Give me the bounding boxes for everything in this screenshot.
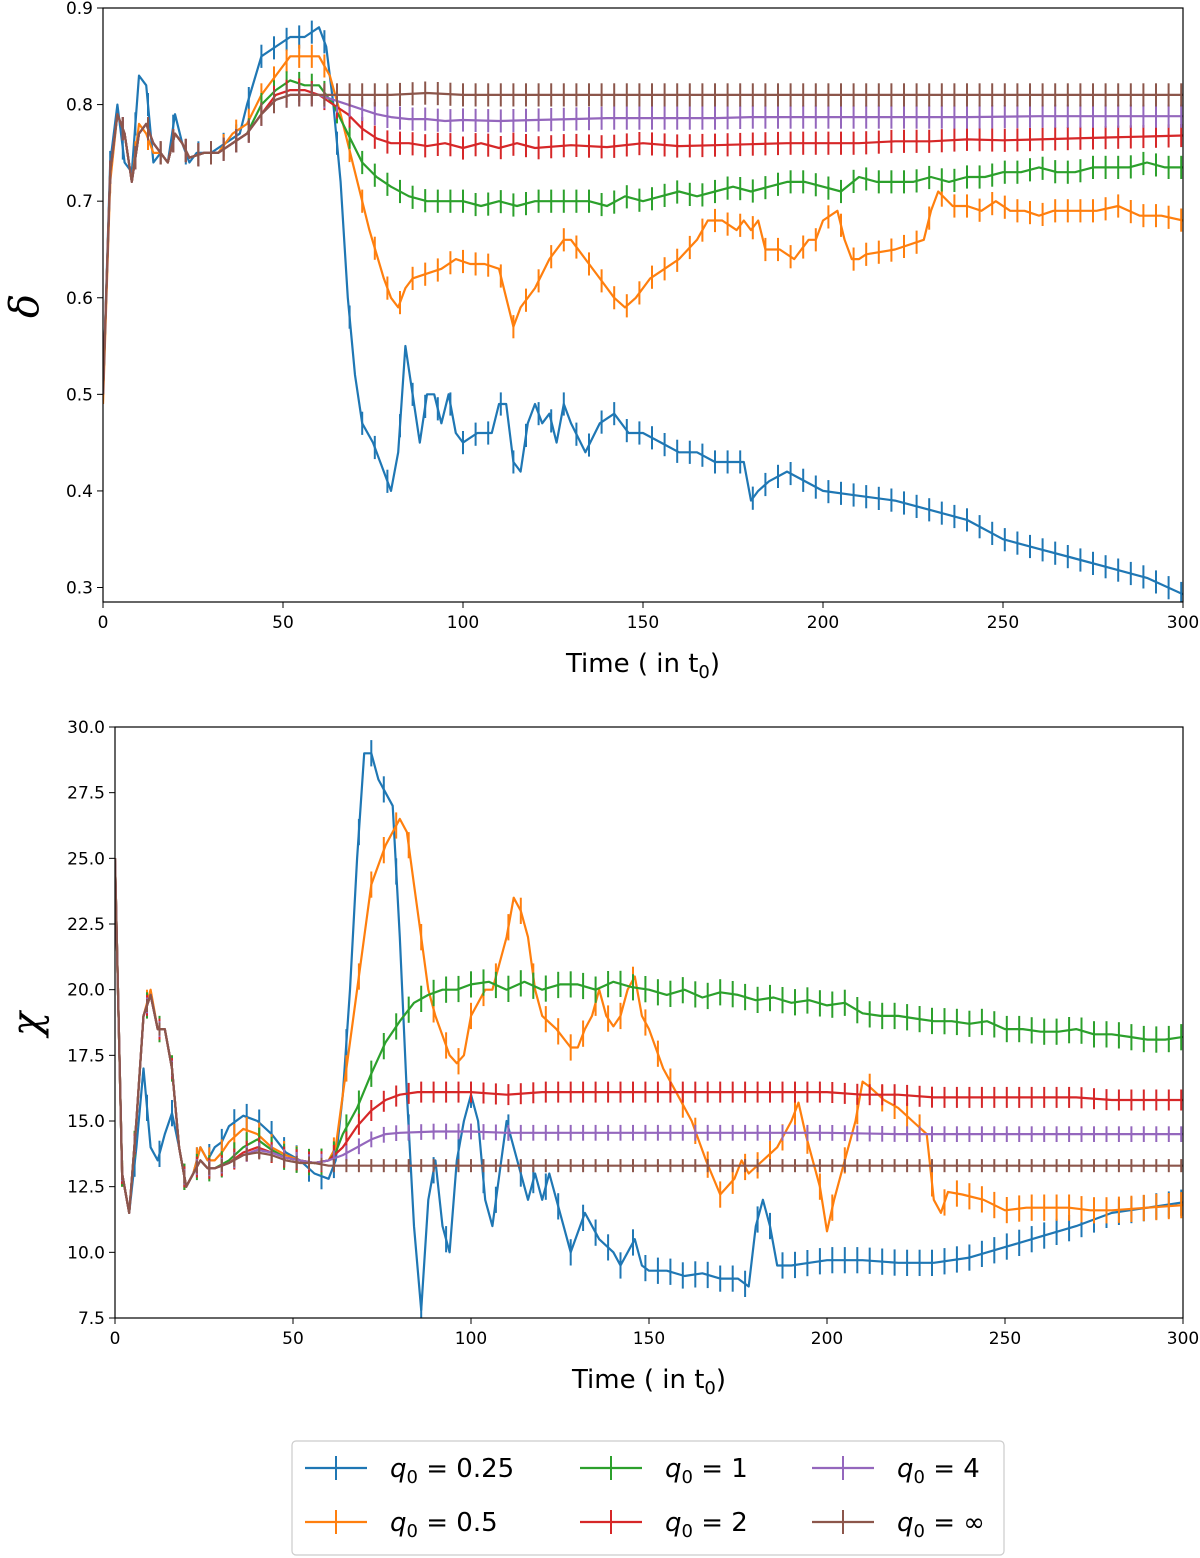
delta-y-tick-label: 0.3 [66, 579, 93, 599]
legend-label: q0 = 2 [665, 1508, 748, 1542]
chi-series-line [115, 858, 1183, 1214]
legend-label: q0 = 4 [897, 1454, 980, 1488]
delta-y-tick-label: 0.5 [66, 385, 93, 405]
chi-y-tick-label: 12.5 [67, 1178, 105, 1198]
delta-series-line [103, 26, 1183, 596]
chi-y-tick-label: 10.0 [67, 1243, 105, 1263]
chi-series-line [115, 817, 1183, 1233]
chi-y-tick-label: 17.5 [67, 1046, 105, 1066]
chi-series-1 [115, 812, 1183, 1233]
delta-series-1 [103, 44, 1183, 405]
legend-entry: q0 = 0.25 [305, 1454, 514, 1488]
chi-plot-area [115, 740, 1183, 1318]
chi-y-axis-label: χ [4, 1009, 50, 1039]
legend-entry: q0 = 1 [580, 1454, 748, 1488]
chi-y-tick-label: 22.5 [67, 915, 105, 935]
chi-y-tick-label: 30.0 [67, 718, 105, 738]
delta-x-tick-label: 200 [807, 613, 839, 633]
delta-x-tick-label: 50 [272, 613, 294, 633]
chi-y-tick-label: 25.0 [67, 849, 105, 869]
chi-series-2 [115, 858, 1183, 1214]
legend-entry: q0 = 4 [812, 1454, 980, 1488]
delta-y-tick-label: 0.6 [66, 289, 93, 309]
chi-y-tick-label: 7.5 [78, 1309, 105, 1329]
chi-x-tick-label: 0 [110, 1329, 121, 1349]
delta-x-tick-label: 0 [98, 613, 109, 633]
chi-series-line [115, 858, 1183, 1214]
chi-chart-panel: 0 50 100 150 200 250 300 7.5 10.0 12.5 15.0 17.5 20.… [4, 718, 1199, 1399]
delta-series-2 [103, 71, 1183, 395]
delta-series-line [103, 55, 1183, 405]
delta-x-tick-label: 250 [987, 613, 1019, 633]
chi-x-axis-label: Time ( in t0) [571, 1365, 726, 1399]
legend: q0 = 0.25 q0 = 0.5 q0 = 1 q0 = 2 q0 = 4 q0 = … [291, 1440, 1005, 1556]
chi-x-tick-label: 100 [455, 1329, 487, 1349]
chi-x-tick-label: 150 [633, 1329, 665, 1349]
delta-plot-area [103, 20, 1183, 602]
delta-x-tick-label: 300 [1167, 613, 1199, 633]
delta-x-axis-label: Time ( in t0) [565, 649, 720, 683]
delta-series-line [103, 91, 1183, 395]
delta-series-4 [103, 83, 1183, 395]
delta-axes-frame [102, 7, 1184, 603]
delta-y-tick-label: 0.7 [66, 192, 93, 212]
chi-y-tick-label: 27.5 [67, 784, 105, 804]
delta-series-line [103, 79, 1183, 395]
delta-x-tick-label: 100 [447, 613, 479, 633]
chi-series-line [115, 858, 1183, 1214]
delta-y-axis-label: δ [2, 294, 48, 318]
legend-entry: q0 = ∞ [812, 1508, 985, 1542]
delta-y-tick-label: 0.8 [66, 96, 93, 116]
chi-y-tick-label: 15.0 [67, 1112, 105, 1132]
chi-x-tick-label: 50 [282, 1329, 304, 1349]
chi-series-line [115, 858, 1183, 1214]
chi-x-tick-label: 300 [1167, 1329, 1199, 1349]
legend-entry: q0 = 0.5 [305, 1508, 498, 1542]
delta-series-line [103, 89, 1183, 395]
chi-x-tick-label: 250 [989, 1329, 1021, 1349]
delta-series-5 [103, 81, 1183, 395]
chi-series-line [115, 752, 1183, 1312]
delta-x-tick-label: 150 [627, 613, 659, 633]
delta-y-tick-label: 0.9 [66, 0, 93, 19]
delta-y-tick-label: 0.4 [66, 482, 93, 502]
legend-label: q0 = 0.5 [390, 1508, 498, 1542]
legend-label: q0 = 0.25 [390, 1454, 514, 1488]
chi-axes-frame [114, 726, 1184, 1319]
delta-series-3 [103, 78, 1183, 395]
chi-series-4 [115, 858, 1183, 1214]
chi-x-tick-label: 200 [811, 1329, 843, 1349]
legend-label: q0 = ∞ [897, 1508, 985, 1542]
chi-y-tick-label: 20.0 [67, 981, 105, 1001]
chi-series-3 [115, 858, 1183, 1214]
legend-label: q0 = 1 [665, 1454, 748, 1488]
delta-chart-panel: 0 50 100 150 200 250 300 0.3 0.4 0.5 0.6 0.7 0.8 0.9 T… [2, 0, 1199, 683]
legend-box [291, 1440, 1005, 1556]
chi-series-5 [115, 858, 1183, 1214]
legend-entry: q0 = 2 [580, 1508, 748, 1542]
